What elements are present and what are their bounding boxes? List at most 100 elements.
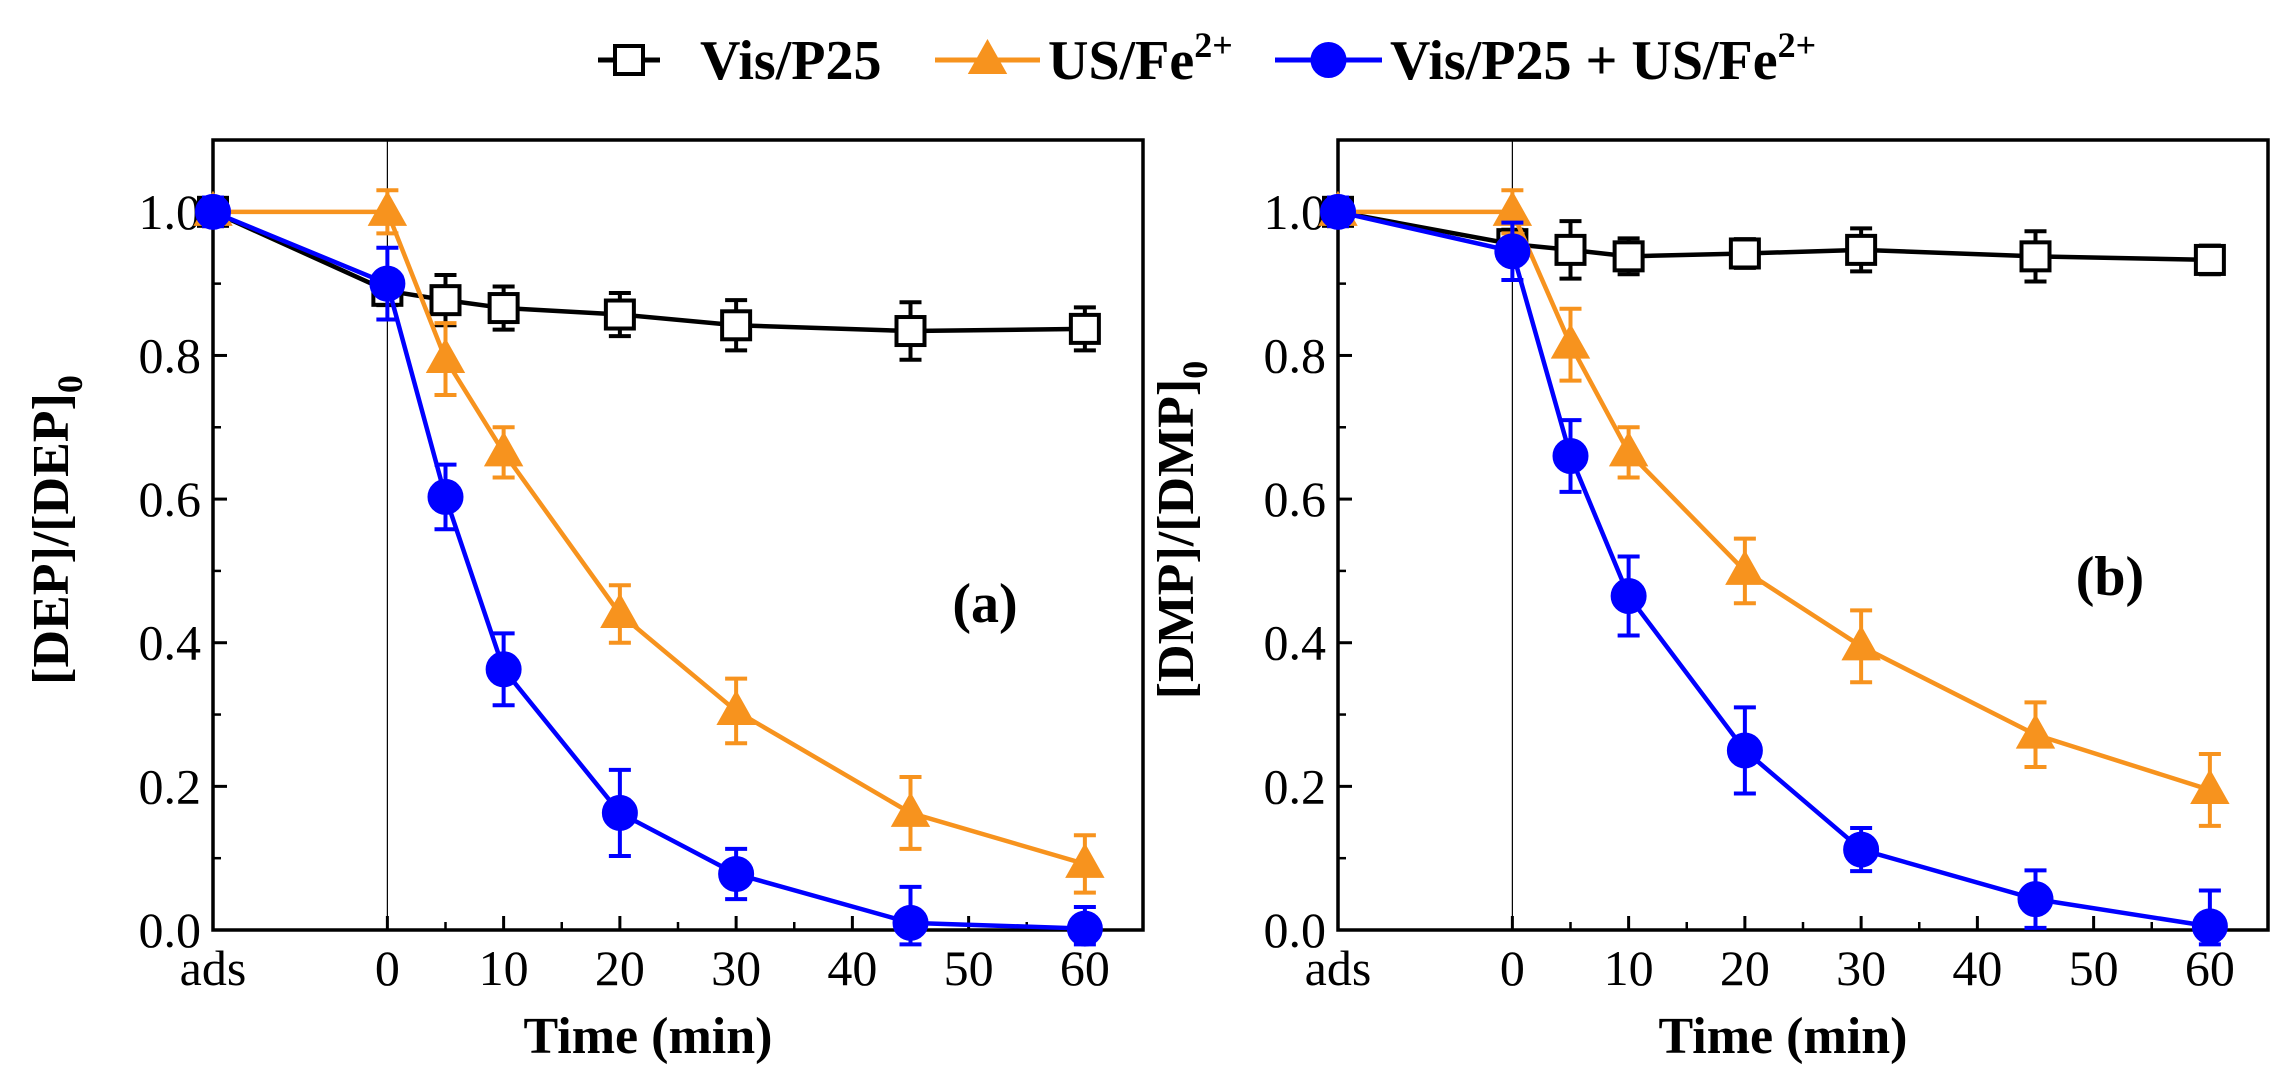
series-2 [193, 188, 1105, 895]
series-2 [1318, 188, 2230, 828]
y-axis-title: [DEP]/[DEP]0 [23, 375, 90, 685]
x-axis-title: Time (min) [524, 1008, 773, 1065]
series-1 [197, 195, 1101, 362]
data-point [1066, 910, 1103, 947]
y-tick-label: 1.0 [139, 184, 202, 240]
data-point [2019, 240, 2052, 273]
x-tick-label: 50 [944, 940, 994, 996]
data-point [718, 855, 755, 892]
series-line [1338, 209, 2211, 793]
legend: Vis/P25 US/Fe2+ Vis/P25 + US/Fe2+ [598, 25, 1816, 92]
x-tick-label: 50 [2069, 940, 2119, 996]
legend-marker [1310, 42, 1347, 78]
x-tick-label: 40 [827, 940, 877, 996]
data-point [487, 292, 520, 325]
x-tick-label: ads [180, 940, 247, 996]
legend-entry-3: Vis/P25 + US/Fe2+ [1275, 25, 1816, 92]
data-point [195, 193, 231, 230]
x-tick-label: 10 [479, 940, 529, 996]
data-point [1065, 842, 1105, 878]
x-tick-label: 30 [711, 940, 761, 996]
x-tick-label: 40 [1952, 940, 2002, 996]
x-tick-label: 60 [1060, 940, 1110, 996]
data-point [1843, 831, 1880, 868]
data-point [369, 265, 406, 302]
x-tick-label: 10 [1604, 940, 1654, 996]
x-tick-label: 0 [1500, 940, 1525, 996]
data-point [1725, 549, 1765, 585]
data-point [429, 284, 462, 317]
legend-label: Vis/P25 [700, 30, 881, 92]
legend-label-superscript: 2+ [1778, 25, 1817, 65]
data-point [1612, 240, 1645, 273]
legend-label: Vis/P25 + US/Fe2+ [1390, 25, 1816, 92]
data-point [483, 431, 524, 467]
data-point [892, 904, 929, 941]
series-line [212, 209, 1085, 334]
data-point [1494, 233, 1531, 270]
x-tick-label: 60 [2185, 940, 2235, 996]
x-tick-label: 0 [375, 940, 400, 996]
data-point [1845, 233, 1878, 266]
legend-label-text: US/Fe [1048, 30, 1194, 92]
series-line [1337, 209, 2211, 929]
y-tick-label: 1.0 [1264, 184, 1327, 240]
data-point [2193, 243, 2226, 276]
data-point [485, 651, 522, 688]
y-tick-label: 0.2 [1264, 758, 1327, 814]
legend-entry-2: US/Fe2+ [935, 25, 1233, 92]
data-point [603, 298, 636, 331]
y-tick-label: 0.6 [139, 471, 202, 527]
y-axis-title-text: [DMP]/[DMP] [1148, 379, 1205, 700]
series-line [213, 209, 1086, 867]
y-tick-label: 0.8 [1264, 327, 1327, 383]
x-axis-title: Time (min) [1659, 1008, 1908, 1065]
plot-frame [211, 138, 1145, 932]
data-point [894, 315, 927, 348]
data-point [1610, 578, 1647, 615]
data-point [890, 791, 931, 827]
y-tick-label: 0.2 [139, 758, 202, 814]
data-point [601, 794, 638, 831]
data-point [600, 592, 640, 628]
data-point [1552, 438, 1589, 474]
data-point [1068, 312, 1101, 345]
y-tick-label: 0.4 [1264, 615, 1327, 671]
y-tick-label: 0.6 [1264, 471, 1327, 527]
panel-a: 0.0 0.2 0.4 0.6 0.8 1.0 ads 0 10 20 30 40 50 60 Time (… [23, 138, 1145, 1065]
data-point [2017, 881, 2054, 918]
x-tick-label: 30 [1836, 940, 1886, 996]
y-axis-title-subscript: 0 [1175, 361, 1215, 379]
legend-label-text: Vis/P25 + US/Fe [1390, 30, 1778, 92]
x-tick-label: ads [1305, 940, 1372, 996]
y-axis-title: [DMP]/[DMP]0 [1148, 361, 1215, 700]
legend-marker [967, 38, 1008, 74]
panel-b: 0.0 0.2 0.4 0.6 0.8 1.0 ads 0 10 20 30 40 50 60 Time (… [1148, 138, 2270, 1065]
data-point [367, 190, 408, 226]
legend-label-text: Vis/P25 [700, 30, 881, 92]
data-point [2190, 768, 2230, 804]
x-tick-label: 20 [595, 940, 645, 996]
data-point [1554, 233, 1587, 266]
data-point [1608, 431, 1649, 467]
panel-label: (a) [952, 573, 1017, 635]
series-3 [1320, 193, 2228, 947]
y-axis-title-subscript: 0 [50, 375, 90, 393]
series-line [1337, 209, 2210, 263]
legend-label: US/Fe2+ [1048, 25, 1233, 92]
y-tick-label: 0.4 [139, 615, 202, 671]
data-point [720, 309, 753, 342]
y-tick-label: 0.8 [139, 327, 202, 383]
data-point [716, 689, 756, 725]
data-point [427, 478, 464, 515]
legend-entry-1: Vis/P25 [598, 30, 881, 92]
y-axis-title-text: [DEP]/[DEP] [23, 393, 80, 685]
data-point [2191, 908, 2228, 945]
data-point [1728, 237, 1761, 270]
series-3 [195, 193, 1103, 947]
data-point [1320, 193, 1356, 230]
y-tick-label: 0.0 [139, 902, 202, 958]
data-point [1841, 625, 1881, 661]
legend-marker [613, 44, 645, 76]
